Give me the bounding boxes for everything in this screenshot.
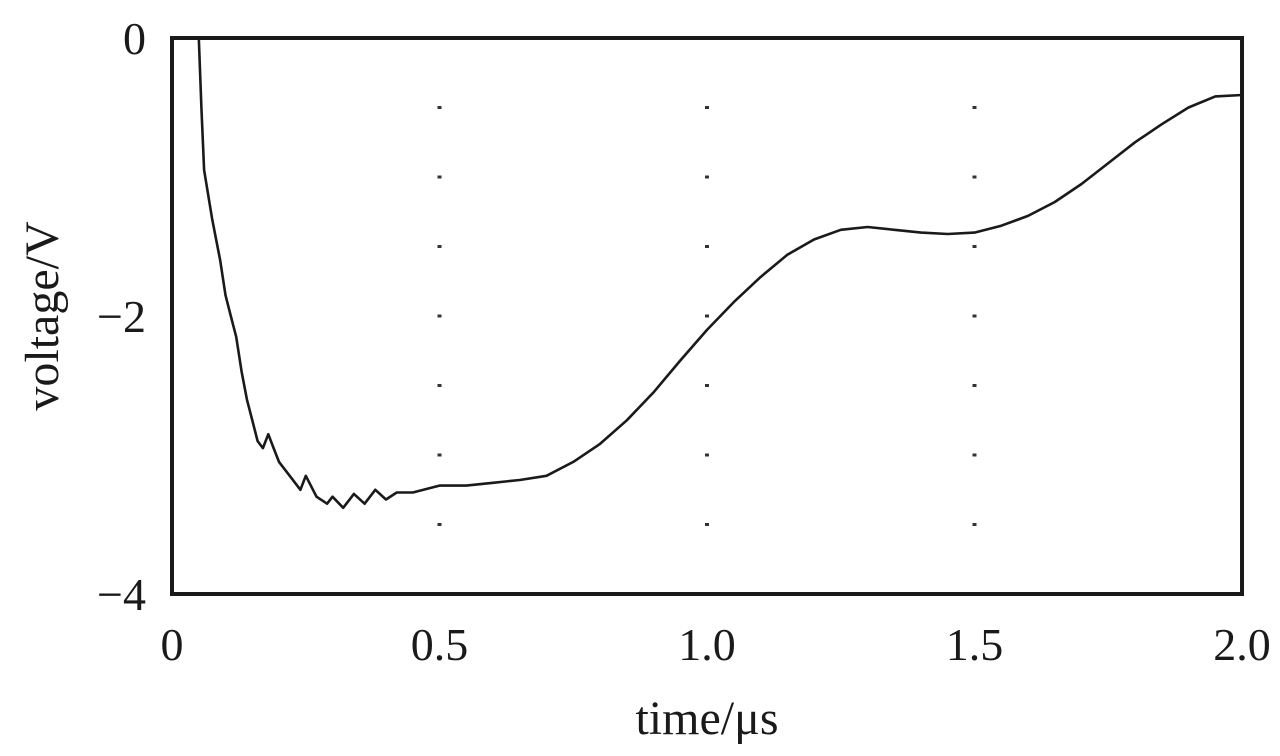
grid-dot-9 <box>705 245 709 248</box>
grid-dot-16 <box>972 245 977 248</box>
x-axis-ticks: 0 0.5 1.0 1.5 2.0 <box>161 619 1271 670</box>
grid-dot-11 <box>705 384 709 387</box>
y-tick-label-2: −4 <box>97 569 146 620</box>
grid-dot-14 <box>972 106 977 109</box>
grid-dots <box>437 106 977 526</box>
grid-dot-7 <box>705 106 709 109</box>
grid-dot-3 <box>437 314 442 318</box>
grid-dot-20 <box>972 523 977 526</box>
voltage-series-line <box>197 36 1244 510</box>
grid-dot-17 <box>972 314 977 318</box>
grid-dot-13 <box>705 523 709 526</box>
y-axis-ticks: 0 −2 −4 <box>97 13 146 620</box>
y-tick-label-1: −2 <box>97 291 146 342</box>
x-tick-label-0: 0 <box>161 619 184 670</box>
x-axis-title: time/μs <box>635 692 778 745</box>
grid-dot-6 <box>437 523 442 526</box>
grid-dot-19 <box>972 453 977 457</box>
x-tick-label-3: 1.5 <box>946 619 1004 670</box>
grid-dot-8 <box>705 175 709 179</box>
x-tick-label-2: 1.0 <box>678 619 736 670</box>
grid-dot-15 <box>972 175 977 179</box>
grid-dot-4 <box>437 384 442 387</box>
y-tick-label-0: 0 <box>123 13 146 64</box>
grid-dot-5 <box>437 453 442 457</box>
grid-dot-10 <box>705 314 709 318</box>
grid-dot-1 <box>437 175 442 179</box>
grid-dot-12 <box>705 453 709 457</box>
y-axis-title: voltage/V <box>16 221 69 411</box>
x-tick-label-1: 0.5 <box>411 619 469 670</box>
grid-dot-18 <box>972 384 977 387</box>
grid-dot-0 <box>437 106 442 109</box>
grid-dot-2 <box>437 245 442 248</box>
x-tick-label-4: 2.0 <box>1213 619 1271 670</box>
plot-area-frame <box>170 36 1244 596</box>
